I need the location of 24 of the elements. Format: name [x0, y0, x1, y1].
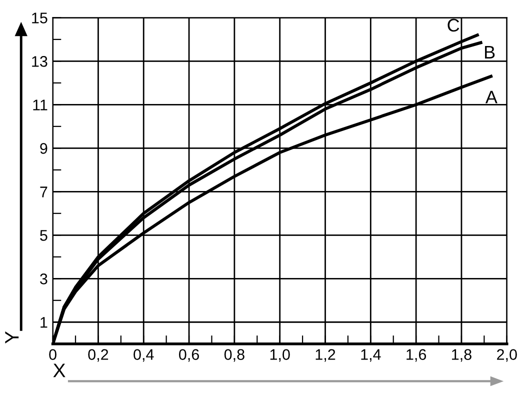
y-tick-label: 13 — [32, 56, 48, 67]
x-tick-label: 0,8 — [224, 349, 244, 362]
y-axis-title: Y — [5, 331, 19, 344]
x-axis-title: X — [53, 364, 66, 378]
x-tick-label: 0,4 — [134, 349, 154, 362]
series-label: C — [448, 18, 460, 32]
y-tick-label: 7 — [40, 186, 48, 198]
x-tick-label: 1,6 — [406, 349, 426, 362]
x-tick-label: 0,6 — [179, 349, 199, 362]
x-tick-label: 1,2 — [316, 349, 336, 362]
series-label: A — [485, 90, 498, 104]
x-tick-label: 1,4 — [361, 349, 381, 362]
series-label: B — [485, 46, 495, 58]
x-tick-label: 1,8 — [452, 349, 472, 362]
x-tick-label: 0,2 — [88, 349, 108, 362]
x-tick-label: 0 — [49, 349, 56, 360]
y-tick-label: 1 — [40, 317, 48, 328]
x-tick-label: 2,0 — [497, 349, 517, 362]
y-tick-label: 15 — [32, 12, 48, 24]
y-tick-label: 11 — [33, 100, 48, 110]
y-tick-label: 5 — [40, 230, 48, 241]
y-tick-label: 3 — [40, 274, 48, 284]
y-tick-label: 9 — [40, 143, 48, 154]
x-tick-label: 1,0 — [270, 349, 290, 362]
